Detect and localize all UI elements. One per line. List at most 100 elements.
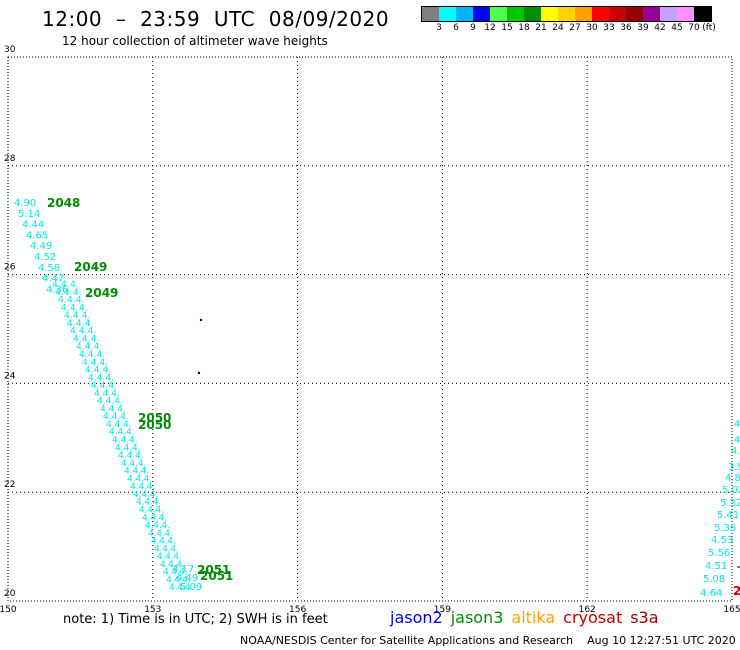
track-glyph: 4. <box>67 296 76 306</box>
track-glyph: 4. <box>109 428 118 438</box>
color-scale-label: 24 <box>552 23 564 33</box>
wave-height-label: 5.02 <box>722 485 740 496</box>
color-swatch <box>473 7 490 21</box>
track-glyph: 4. <box>91 381 100 391</box>
color-scale-label: 33 <box>603 23 615 33</box>
track-glyph: 4. <box>76 342 85 352</box>
y-tick-label: 30 <box>4 45 16 55</box>
x-tick-label: 153 <box>144 605 161 615</box>
track-glyph: 4. <box>108 381 117 391</box>
map-frame <box>7 56 733 602</box>
color-scale-label: 30 <box>586 23 598 33</box>
pass-number: 2050 <box>138 418 171 432</box>
color-swatch <box>558 7 575 21</box>
track-glyph: 4. <box>117 404 126 414</box>
track-glyph: 4. <box>132 467 141 477</box>
wave-height-label: 4. <box>734 419 740 430</box>
color-swatch <box>592 7 609 21</box>
track-glyph: 4. <box>169 583 178 593</box>
track-glyph: 4. <box>120 412 129 422</box>
wave-height-label: 4.51 <box>705 561 727 572</box>
track-text: 4.905.144.444.654.494.524.584.474.364.17… <box>14 196 740 599</box>
color-swatch <box>524 7 541 21</box>
color-swatch <box>507 7 524 21</box>
y-tick-label: 28 <box>4 154 16 164</box>
wave-height-label: 4.49 <box>176 573 198 584</box>
wave-height-label: 4.65 <box>26 230 48 241</box>
track-glyph: 4. <box>103 412 112 422</box>
color-swatch <box>490 7 507 21</box>
track-glyph: 4. <box>112 436 121 446</box>
track-glyph: 4. <box>115 420 124 430</box>
track-glyph: 4. <box>118 428 127 438</box>
pass-number: 2051 <box>200 569 233 583</box>
wave-height-label: 4.47 <box>42 274 64 285</box>
color-scale-label: 21 <box>535 23 547 33</box>
track-glyph: 4. <box>55 288 64 298</box>
track-glyph: 4. <box>147 505 156 515</box>
track-glyph: 4. <box>174 575 183 585</box>
color-scale-label: 45 <box>671 23 683 33</box>
track-glyph: 4. <box>70 327 79 337</box>
track-glyph: 4. <box>94 366 103 376</box>
track-glyph: 4. <box>164 529 173 539</box>
track-glyph: 4. <box>91 334 100 344</box>
track-glyph: 4. <box>182 575 191 585</box>
wave-height-label: 5.41 <box>717 510 739 521</box>
y-tick-label: 22 <box>4 480 15 490</box>
wave-height-label: 4.53 <box>711 535 733 546</box>
track-glyph: 4. <box>91 358 100 368</box>
color-swatch <box>609 7 626 21</box>
track-glyph: 4. <box>115 443 124 453</box>
track-glyph: 4. <box>121 459 130 469</box>
track-glyph: 4. <box>94 389 103 399</box>
legend-s3a: s3a <box>630 608 659 627</box>
track-glyph: 4. <box>124 467 133 477</box>
track-glyph: 4. <box>100 358 109 368</box>
track-glyph: 4. <box>138 482 147 492</box>
track-glyph: 4. <box>150 513 159 523</box>
track-glyph: 4. <box>163 568 172 578</box>
track-glyph: 4. <box>162 544 171 554</box>
track-glyph: 4. <box>148 529 157 539</box>
map-subtitle: 12 hour collection of altimeter wave hei… <box>62 34 328 48</box>
track-glyph: 4. <box>79 303 88 313</box>
track-glyph: 4. <box>100 404 109 414</box>
track-glyph: 4. <box>88 350 97 360</box>
color-scale-label: 15 <box>501 23 513 33</box>
wave-height-label: 5.09 <box>180 582 202 593</box>
wave-height-label: 4. <box>734 435 740 446</box>
x-tick-label: 165 <box>723 605 740 615</box>
track-glyph: 4. <box>153 498 162 508</box>
wave-height-label: 4.44 <box>22 220 44 231</box>
track-glyph: 4. <box>61 303 70 313</box>
wave-height-label: 4. <box>731 446 740 457</box>
legend-altika: altika <box>511 608 556 627</box>
track-glyph: 4. <box>166 575 175 585</box>
track-glyph: 4. <box>73 334 82 344</box>
color-swatch <box>456 7 473 21</box>
axis-labels: 150 153 156 159 162 165 30 28 26 24 22 20 <box>0 45 740 615</box>
wave-height-label: 4.36 <box>46 284 68 295</box>
track-glyph: 4. <box>85 319 94 329</box>
y-tick-label: 26 <box>4 263 16 273</box>
track-glyph: 4. <box>64 288 73 298</box>
track-glyph: 4. <box>129 459 138 469</box>
color-swatch <box>677 7 694 21</box>
color-swatch <box>575 7 592 21</box>
color-scale-label: 12 <box>484 23 496 33</box>
track-marks: 4.4.4.4.4.4.4.4.4.4.4.4.4.4.4.4.4.4.4.4.… <box>52 280 740 593</box>
track-glyph: 4. <box>58 296 67 306</box>
pass-number: 2048 <box>47 196 80 210</box>
track-glyph: 4. <box>138 459 147 469</box>
track-glyph: 4. <box>177 583 186 593</box>
track-glyph: 4. <box>171 568 180 578</box>
wave-height-label: 4.64 <box>700 588 722 599</box>
color-swatch <box>626 7 643 21</box>
track-glyph: 4. <box>79 327 88 337</box>
track-glyph: 4. <box>121 436 130 446</box>
track-glyph: 4. <box>165 552 174 562</box>
track-glyph: 4. <box>144 474 153 484</box>
track-glyph: 4. <box>76 319 85 329</box>
